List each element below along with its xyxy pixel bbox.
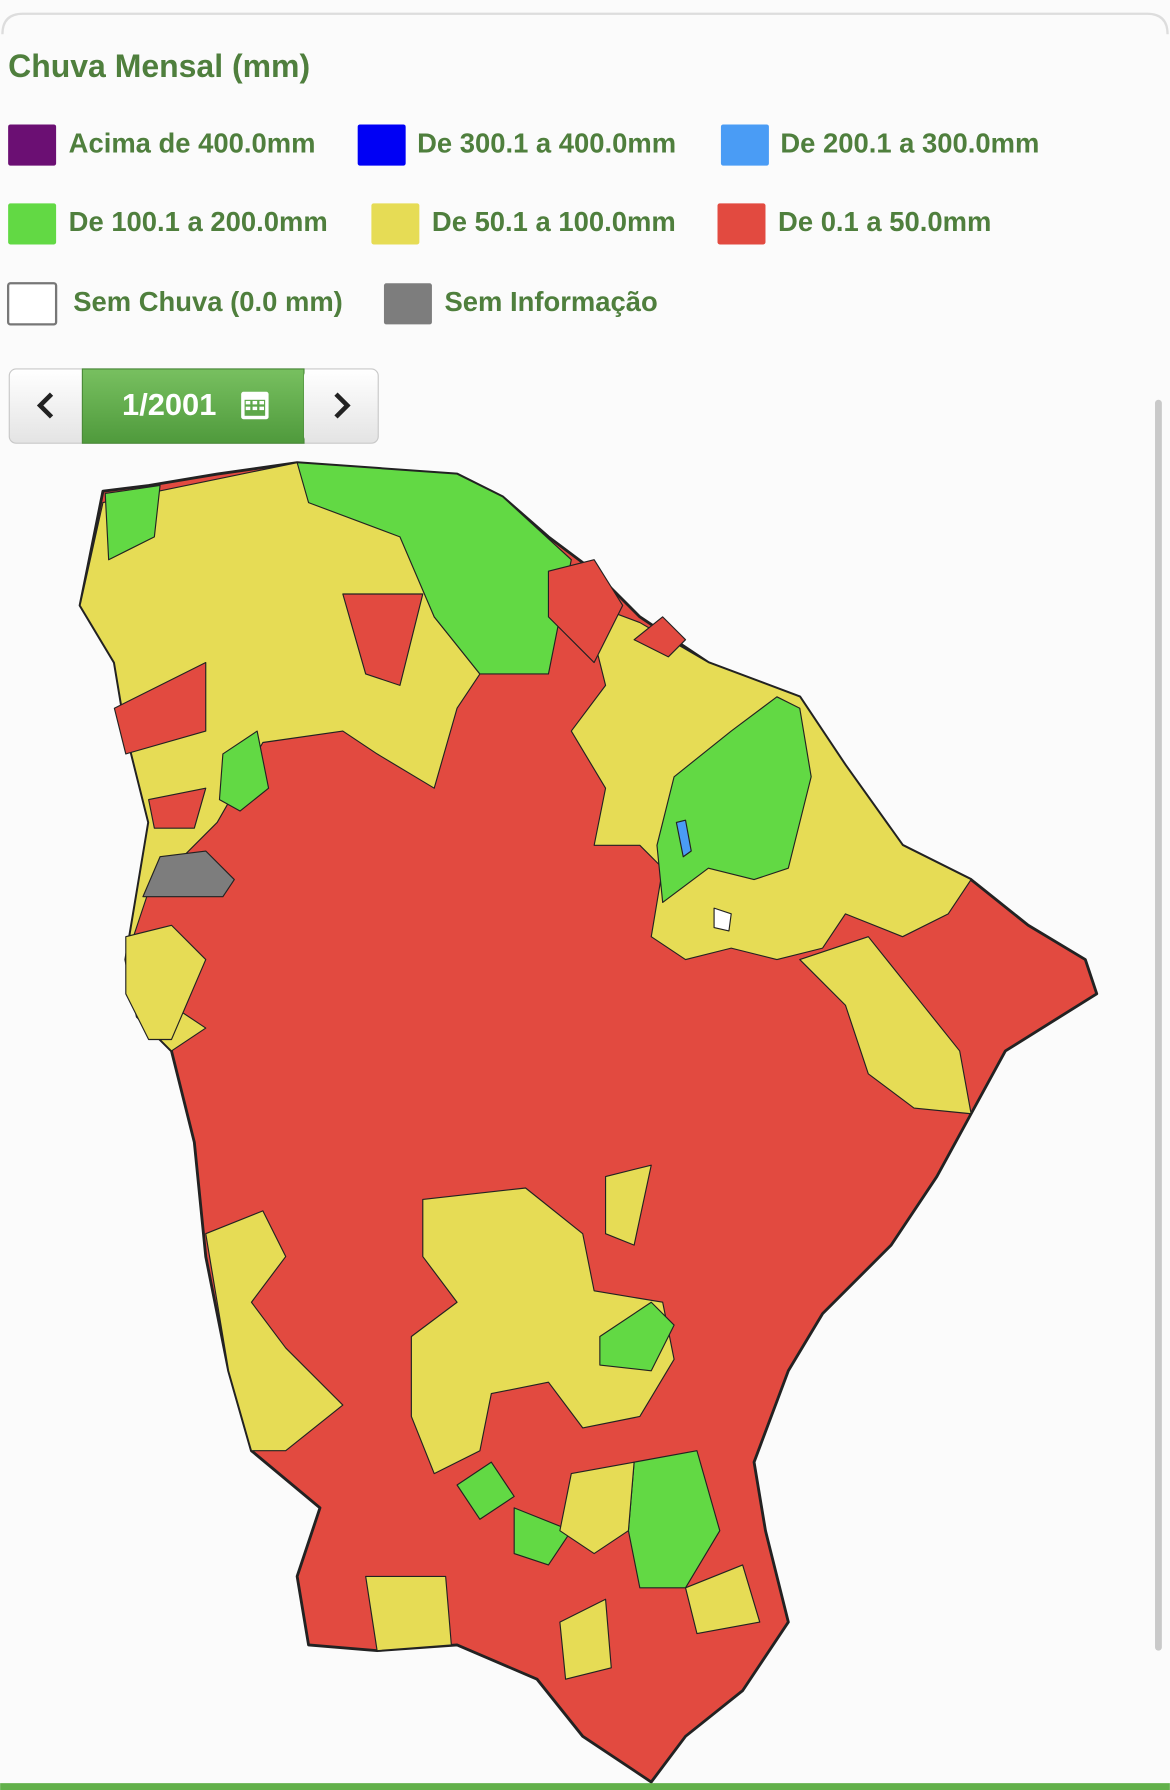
prev-button[interactable]	[10, 370, 83, 443]
region	[684, 1564, 761, 1635]
region	[559, 1598, 612, 1680]
region	[547, 559, 624, 664]
region	[296, 462, 572, 675]
legend-label: Sem Informação	[444, 286, 657, 317]
region	[599, 1301, 675, 1372]
legend-label: De 200.1 a 300.0mm	[780, 127, 1039, 158]
legend: Acima de 400.0mm De 300.1 a 400.0mm De 200…	[6, 124, 1039, 326]
card-border	[1, 12, 1169, 35]
region	[656, 696, 812, 903]
legend-swatch	[8, 203, 57, 245]
region	[604, 1164, 652, 1246]
scrollbar	[1155, 399, 1162, 1651]
legend-label: De 300.1 a 400.0mm	[417, 127, 676, 158]
region	[799, 936, 972, 1115]
footer-bar	[0, 1783, 1170, 1790]
period-button[interactable]: 1/2001	[81, 368, 305, 444]
region	[342, 593, 424, 686]
region	[205, 1210, 344, 1452]
legend-swatch	[8, 124, 57, 166]
region	[125, 924, 207, 1041]
period-label: 1/2001	[122, 387, 216, 422]
calendar-icon	[241, 391, 269, 420]
region	[559, 1461, 635, 1555]
legend-label: Sem Chuva (0.0 mm)	[73, 286, 343, 317]
region	[218, 730, 270, 812]
legend-label: De 0.1 a 50.0mm	[778, 206, 991, 237]
legend-swatch	[720, 124, 769, 166]
region	[142, 850, 235, 898]
rainfall-map[interactable]	[78, 461, 1099, 1784]
next-button[interactable]	[303, 370, 378, 443]
region	[148, 787, 207, 829]
region	[675, 819, 692, 858]
region	[513, 1507, 572, 1566]
title: Chuva Mensal (mm)	[8, 48, 310, 84]
region	[713, 907, 732, 932]
region	[633, 616, 687, 658]
legend-swatch	[717, 203, 766, 245]
region	[113, 661, 207, 755]
region	[410, 1187, 675, 1475]
region	[456, 1461, 515, 1520]
legend-swatch	[383, 283, 432, 325]
legend-label: De 100.1 a 200.0mm	[69, 206, 328, 237]
legend-label: Acima de 400.0mm	[69, 127, 316, 158]
region	[104, 484, 161, 561]
legend-swatch	[6, 282, 58, 326]
legend-swatch	[371, 203, 420, 245]
period-nav: 1/2001	[8, 368, 379, 444]
legend-label: De 50.1 a 100.0mm	[432, 206, 676, 237]
legend-swatch	[357, 124, 406, 166]
region	[365, 1575, 452, 1652]
